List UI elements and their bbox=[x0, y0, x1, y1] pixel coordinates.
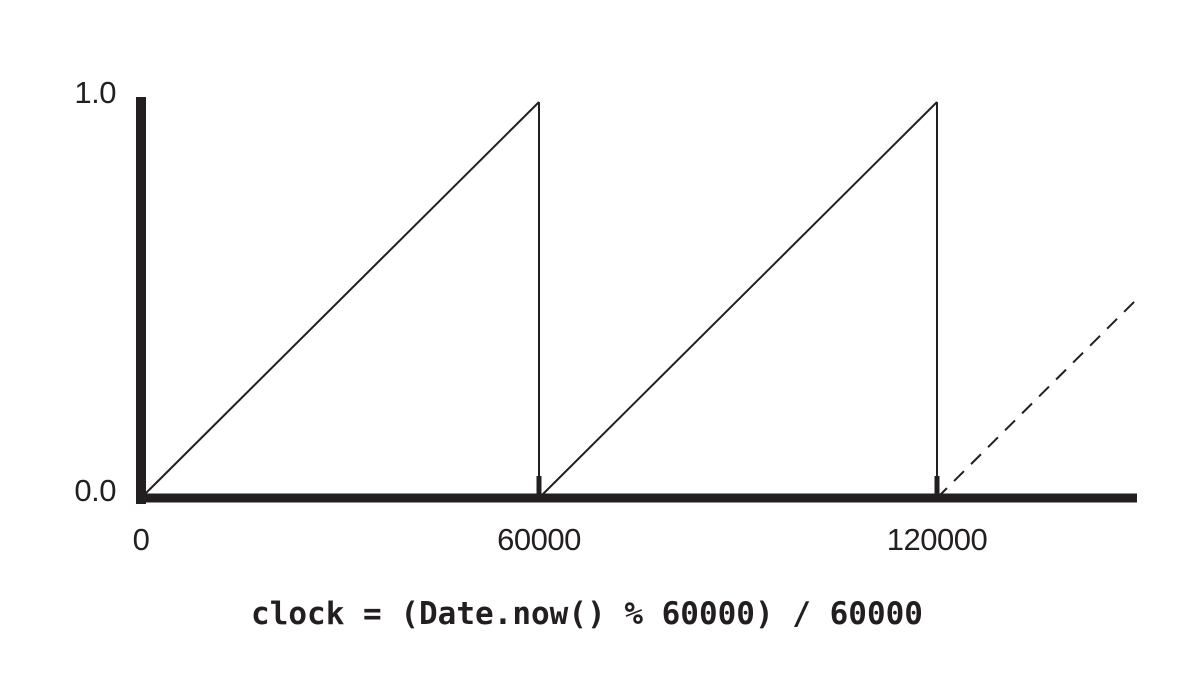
x-tick-label-120000: 120000 bbox=[887, 522, 988, 557]
sawtooth-segment-0-2 bbox=[538, 101, 938, 499]
y-tick-label-bottom: 0.0 bbox=[74, 473, 116, 508]
x-tick-label-60000: 60000 bbox=[497, 522, 581, 557]
formula-caption: clock = (Date.now() % 60000) / 60000 bbox=[251, 596, 923, 632]
tick-labels: 1.0 0.0 0 60000 120000 bbox=[74, 75, 988, 557]
sawtooth-segment-0-0 bbox=[140, 101, 540, 499]
plot-marks bbox=[140, 101, 1137, 499]
y-tick-label-top: 1.0 bbox=[74, 75, 116, 110]
dashed-segment-1-0 bbox=[936, 299, 1137, 499]
x-tick-label-0: 0 bbox=[133, 522, 150, 557]
axes bbox=[136, 97, 1137, 504]
